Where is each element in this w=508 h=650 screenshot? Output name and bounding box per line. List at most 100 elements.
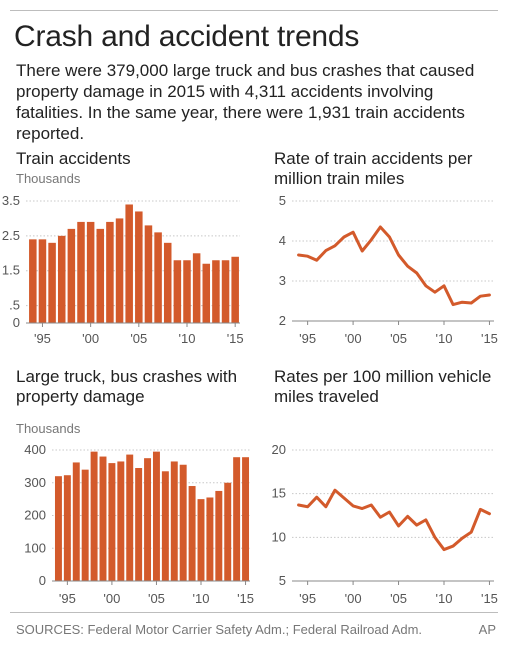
vehicle-rate-chart: 20 15 10 5 '95 '00 '05 '10 '15 — [272, 442, 498, 606]
bar — [115, 218, 124, 323]
y-tick-label: 15 — [272, 486, 286, 501]
bar — [38, 239, 47, 323]
bar — [206, 497, 214, 581]
x-tick-label: '10 — [193, 591, 210, 606]
y-tick-label: 5 — [279, 193, 286, 208]
bar — [108, 463, 116, 581]
bar — [183, 260, 191, 323]
x-tick-label: '00 — [103, 591, 120, 606]
y-tick-label: 20 — [272, 442, 286, 457]
bar — [125, 204, 133, 323]
bar — [215, 490, 223, 581]
bottom-rule — [10, 612, 498, 613]
page-title: Crash and accident trends — [14, 20, 360, 53]
y-tick-label: 0 — [13, 315, 20, 330]
truck-crashes-title: Large truck, bus crashes with property d… — [16, 367, 238, 406]
truck-crashes-chart: 400 300 200 100 0 '95 '00 '05 '10 '15 — [24, 442, 254, 606]
top-rule — [10, 10, 498, 11]
bar — [152, 451, 160, 581]
sources-note: SOURCES: Federal Motor Carrier Safety Ad… — [16, 622, 423, 637]
y-tick-label: 200 — [24, 508, 46, 523]
y-tick-label: 400 — [24, 442, 46, 457]
bar — [57, 235, 66, 323]
bar — [231, 256, 239, 323]
bar — [192, 253, 201, 323]
bar — [163, 242, 172, 323]
bar — [135, 211, 143, 323]
series-line — [297, 225, 491, 307]
bar — [86, 221, 95, 323]
bar — [221, 260, 230, 323]
bar — [179, 464, 187, 581]
x-tick-label: '10 — [179, 331, 196, 346]
bar — [96, 228, 105, 323]
x-tick-label: '00 — [345, 331, 362, 346]
bar — [242, 457, 250, 581]
y-tick-label: 10 — [272, 529, 286, 544]
x-tick-label: '05 — [148, 591, 165, 606]
x-tick-label: '95 — [34, 331, 51, 346]
bar — [81, 469, 89, 581]
y-tick-label: 0 — [39, 573, 46, 588]
bar — [161, 471, 169, 581]
bar — [126, 454, 134, 581]
bar — [117, 461, 125, 581]
truck-crashes-unit: Thousands — [16, 421, 81, 436]
y-tick-label: 3 — [279, 273, 286, 288]
x-tick-label: '15 — [237, 591, 254, 606]
bar — [77, 221, 85, 323]
train-accidents-chart: 3.5 2.5 1.5 .5 0 '95 '00 '05 '10 '15 — [2, 193, 244, 346]
bar — [106, 221, 114, 323]
bar — [170, 461, 178, 581]
y-tick-label: 3.5 — [2, 193, 20, 208]
bar — [144, 458, 152, 581]
x-tick-label: '05 — [390, 331, 407, 346]
train-accidents-title: Train accidents — [16, 149, 131, 168]
bar — [67, 228, 76, 323]
x-tick-label: '95 — [59, 591, 76, 606]
x-tick-label: '15 — [227, 331, 244, 346]
bar — [224, 482, 232, 581]
x-tick-label: '05 — [130, 331, 147, 346]
y-tick-label: .5 — [9, 298, 20, 313]
bar — [63, 475, 71, 581]
x-tick-label: '10 — [436, 331, 453, 346]
y-tick-label: 300 — [24, 475, 46, 490]
x-tick-label: '95 — [299, 331, 316, 346]
train-rate-title: Rate of train accidents per million trai… — [274, 149, 473, 188]
intro-text: There were 379,000 large truck and bus c… — [16, 61, 475, 143]
train-accidents-unit: Thousands — [16, 171, 81, 186]
y-tick-label: 4 — [279, 233, 286, 248]
x-tick-label: '95 — [299, 591, 316, 606]
bar — [90, 451, 98, 581]
bar — [154, 232, 162, 323]
bar — [135, 468, 143, 581]
y-tick-label: 2 — [279, 313, 286, 328]
vehicle-rate-title: Rates per 100 million vehicle miles trav… — [274, 367, 492, 406]
x-tick-label: '15 — [481, 331, 498, 346]
y-tick-label: 2.5 — [2, 228, 20, 243]
y-tick-label: 100 — [24, 540, 46, 555]
y-tick-label: 1.5 — [2, 263, 20, 278]
bar — [188, 486, 196, 581]
bar — [72, 462, 80, 581]
bar — [197, 499, 205, 581]
y-tick-label: 5 — [279, 573, 286, 588]
bar — [202, 263, 211, 323]
x-tick-label: '05 — [390, 591, 407, 606]
bar — [99, 456, 107, 581]
bar — [233, 457, 241, 581]
series-line — [297, 488, 491, 552]
bar — [29, 239, 37, 323]
bar — [48, 242, 56, 323]
x-tick-label: '00 — [82, 331, 99, 346]
ap-credit: AP — [478, 622, 496, 637]
bar — [173, 260, 182, 323]
bar — [212, 260, 220, 323]
bar — [144, 225, 153, 323]
x-tick-label: '00 — [345, 591, 362, 606]
x-tick-label: '15 — [481, 591, 498, 606]
bar — [54, 476, 62, 581]
train-rate-chart: 5 4 3 2 '95 '00 '05 '10 '15 — [279, 193, 498, 346]
